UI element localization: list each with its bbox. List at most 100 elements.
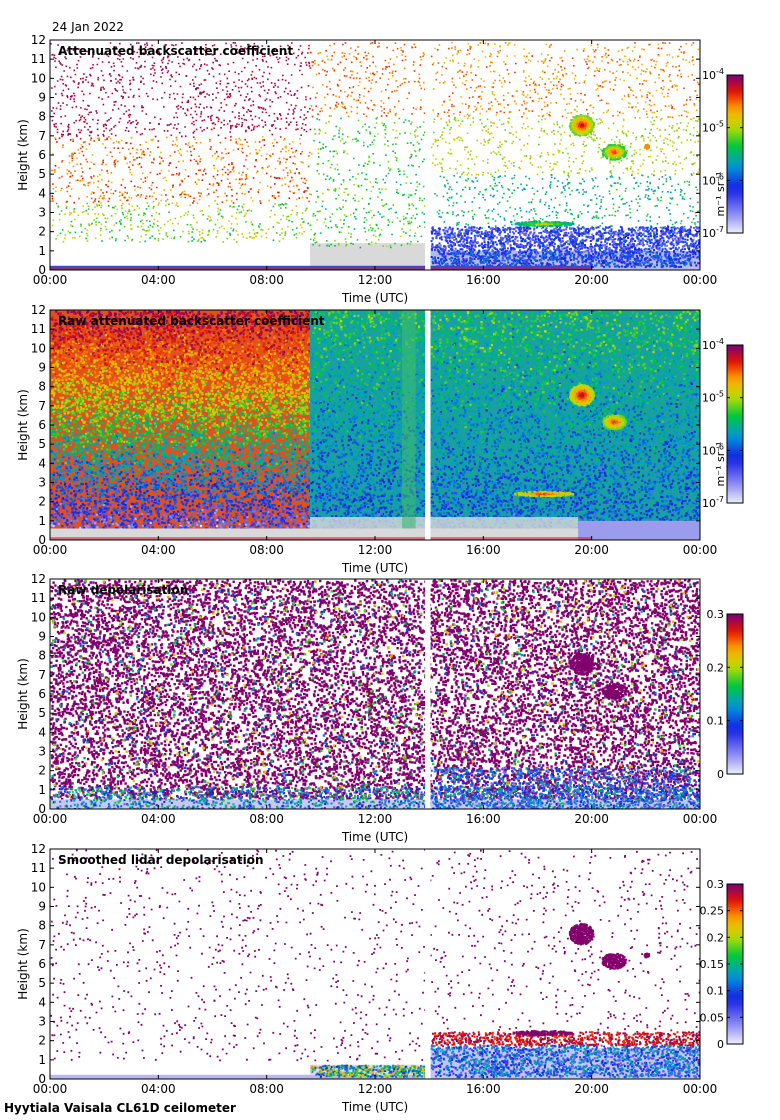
- x-tick-label: 00:00: [33, 543, 68, 557]
- x-tick-label: 00:00: [683, 812, 718, 826]
- x-tick-label: 16:00: [466, 273, 501, 287]
- y-tick-label: 5: [38, 976, 46, 990]
- data-gap: [425, 40, 431, 270]
- y-tick-label: 9: [38, 361, 46, 375]
- y-axis-label: Height (km): [16, 658, 30, 729]
- x-tick-label: 16:00: [466, 543, 501, 557]
- colorbar: [726, 74, 744, 234]
- y-tick-label: 5: [38, 706, 46, 720]
- colorbar: [726, 613, 744, 775]
- x-axis-label: Time (UTC): [341, 291, 408, 305]
- y-tick-label: 1: [38, 1053, 46, 1067]
- y-tick-label: 6: [38, 418, 46, 432]
- y-tick-label: 10: [31, 610, 46, 624]
- plot-field: [50, 579, 700, 809]
- colorbar-tick-label: 0.2: [707, 931, 725, 944]
- x-tick-label: 08:00: [249, 1082, 284, 1096]
- y-tick-label: 0: [38, 263, 46, 277]
- y-tick-label: 3: [38, 206, 46, 220]
- site-label: Hyytiala Vaisala CL61D ceilometer: [4, 1101, 236, 1115]
- y-tick-label: 12: [31, 572, 46, 586]
- y-tick-label: 2: [38, 495, 46, 509]
- y-tick-label: 2: [38, 225, 46, 239]
- y-tick-label: 11: [31, 52, 46, 66]
- x-tick-label: 08:00: [249, 543, 284, 557]
- y-tick-label: 0: [38, 1072, 46, 1086]
- x-tick-label: 12:00: [358, 1082, 393, 1096]
- colorbar-tick-label: 0: [717, 768, 724, 781]
- y-tick-label: 11: [31, 591, 46, 605]
- x-tick-label: 00:00: [683, 543, 718, 557]
- y-tick-label: 10: [31, 341, 46, 355]
- y-tick-label: 8: [38, 649, 46, 663]
- colorbar-tick-label: 10-5: [702, 120, 724, 135]
- y-tick-label: 6: [38, 957, 46, 971]
- y-tick-label: 12: [31, 33, 46, 47]
- y-tick-label: 4: [38, 995, 46, 1009]
- x-tick-label: 04:00: [141, 812, 176, 826]
- y-tick-label: 5: [38, 167, 46, 181]
- y-axis-label: Height (km): [16, 389, 30, 460]
- x-tick-label: 12:00: [358, 273, 393, 287]
- colorbar-tick-label: 0.25: [700, 905, 725, 918]
- colorbar-tick-label: 10-4: [702, 67, 724, 82]
- colorbar: [726, 344, 744, 504]
- x-axis-label: Time (UTC): [341, 1100, 408, 1114]
- colorbar-tick-label: 10-7: [702, 225, 724, 240]
- x-tick-label: 08:00: [249, 812, 284, 826]
- colorbar-unit-label: m⁻¹ sr⁻¹: [714, 172, 727, 217]
- x-tick-label: 04:00: [141, 273, 176, 287]
- y-tick-label: 5: [38, 437, 46, 451]
- x-tick-label: 00:00: [33, 812, 68, 826]
- x-tick-label: 16:00: [466, 1082, 501, 1096]
- y-tick-label: 4: [38, 725, 46, 739]
- y-tick-label: 8: [38, 110, 46, 124]
- y-tick-label: 11: [31, 322, 46, 336]
- y-tick-label: 10: [31, 880, 46, 894]
- data-gap: [425, 310, 431, 540]
- y-tick-label: 0: [38, 802, 46, 816]
- x-tick-label: 00:00: [33, 273, 68, 287]
- plot-field: [50, 310, 700, 540]
- colorbar-tick-label: 10-6: [702, 172, 724, 187]
- colorbar-tick-label: 0.1: [707, 985, 725, 998]
- y-tick-label: 8: [38, 380, 46, 394]
- y-tick-label: 4: [38, 456, 46, 470]
- chart-title: Attenuated backscatter coefficient: [58, 44, 293, 58]
- x-axis-label: Time (UTC): [341, 830, 408, 844]
- data-gap: [425, 579, 431, 809]
- x-tick-label: 04:00: [141, 1082, 176, 1096]
- panel-4: Smoothed lidar depolarisation01234567891…: [16, 842, 744, 1114]
- y-tick-label: 7: [38, 399, 46, 413]
- plot-area: [50, 849, 700, 1079]
- y-axis-label: Height (km): [16, 119, 30, 190]
- chart-title: Smoothed lidar depolarisation: [58, 853, 264, 867]
- chart-title: Raw depolarisation: [58, 583, 188, 597]
- x-tick-label: 04:00: [141, 543, 176, 557]
- y-tick-label: 7: [38, 129, 46, 143]
- x-tick-label: 20:00: [574, 812, 609, 826]
- colorbar-tick-label: 0.15: [700, 958, 725, 971]
- colorbar-tick-label: 10-7: [702, 495, 724, 510]
- x-tick-label: 20:00: [574, 273, 609, 287]
- colorbar-tick-label: 0.3: [707, 608, 725, 621]
- y-axis-label: Height (km): [16, 928, 30, 999]
- y-tick-label: 12: [31, 842, 46, 856]
- colorbar-tick-label: 0: [717, 1038, 724, 1051]
- chart-title: Raw attenuated backscatter coefficient: [58, 314, 325, 328]
- colorbar-tick-label: 10-5: [702, 390, 724, 405]
- y-tick-label: 9: [38, 91, 46, 105]
- y-tick-label: 1: [38, 244, 46, 258]
- x-tick-label: 20:00: [574, 543, 609, 557]
- x-tick-label: 00:00: [33, 1082, 68, 1096]
- colorbar-unit-label: m⁻¹ sr⁻¹: [714, 442, 727, 487]
- data-gap: [425, 849, 431, 1079]
- colorbar-tick-label: 10-6: [702, 442, 724, 457]
- date-label: 24 Jan 2022: [52, 20, 124, 34]
- x-axis-label: Time (UTC): [341, 561, 408, 575]
- x-tick-label: 20:00: [574, 1082, 609, 1096]
- panel-1: Attenuated backscatter coefficient012345…: [16, 33, 744, 305]
- x-tick-label: 12:00: [358, 812, 393, 826]
